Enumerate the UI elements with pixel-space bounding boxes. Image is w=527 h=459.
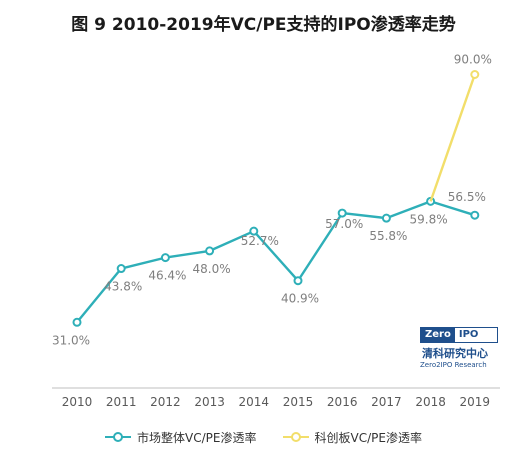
chart-title: 图 9 2010-2019年VC/PE支持的IPO渗透率走势 bbox=[71, 15, 456, 35]
logo-english-name: Zero2IPO Research bbox=[420, 361, 487, 369]
data-point bbox=[249, 226, 259, 236]
data-label: 52.7% bbox=[241, 234, 279, 248]
x-tick-label: 2016 bbox=[327, 395, 358, 409]
data-label: 48.0% bbox=[193, 262, 231, 276]
legend-swatch-star-market bbox=[282, 431, 309, 443]
zero2ipo-logo: Zero IPO 清科研究中心 Zero2IPO Research bbox=[420, 327, 498, 375]
data-label: 46.4% bbox=[148, 269, 186, 283]
legend-item-overall: 市场整体VC/PE渗透率 bbox=[105, 429, 257, 446]
data-point bbox=[72, 317, 82, 327]
x-tick-label: 2010 bbox=[62, 395, 93, 409]
data-label: 59.8% bbox=[410, 212, 448, 226]
data-label: 40.9% bbox=[281, 292, 319, 306]
x-tick-label: 2011 bbox=[106, 395, 137, 409]
logo-word-left: Zero bbox=[421, 328, 455, 342]
data-point bbox=[381, 213, 391, 223]
legend-label-star-market: 科创板VC/PE渗透率 bbox=[314, 430, 422, 445]
legend-label-overall: 市场整体VC/PE渗透率 bbox=[137, 430, 257, 445]
logo-chinese-name: 清科研究中心 bbox=[422, 347, 488, 360]
data-label: 90.0% bbox=[454, 53, 492, 67]
data-label: 31.0% bbox=[52, 333, 90, 347]
data-point bbox=[470, 210, 480, 220]
x-tick-label: 2018 bbox=[415, 395, 446, 409]
series-line-0 bbox=[76, 200, 476, 324]
x-tick-label: 2012 bbox=[150, 395, 181, 409]
data-point bbox=[116, 264, 126, 274]
data-label: 57.0% bbox=[325, 217, 363, 231]
logo-wordmark: Zero IPO bbox=[420, 327, 498, 343]
legend-swatch-overall bbox=[105, 431, 132, 443]
data-point bbox=[160, 253, 170, 263]
x-tick-label: 2015 bbox=[283, 395, 314, 409]
x-tick-label: 2014 bbox=[239, 395, 270, 409]
data-point bbox=[470, 70, 480, 79]
legend: 市场整体VC/PE渗透率 科创板VC/PE渗透率 bbox=[0, 426, 527, 448]
data-label: 55.8% bbox=[369, 229, 407, 243]
logo-word-right: IPO bbox=[458, 329, 479, 340]
x-tick-label: 2013 bbox=[194, 395, 225, 409]
data-point bbox=[337, 208, 347, 218]
series-line-1 bbox=[429, 74, 476, 202]
data-label: 56.5% bbox=[448, 190, 486, 204]
data-point bbox=[293, 276, 303, 286]
data-point bbox=[205, 246, 215, 256]
legend-item-star-market: 科创板VC/PE渗透率 bbox=[282, 429, 422, 446]
x-tick-label: 2017 bbox=[371, 395, 402, 409]
x-tick-label: 2019 bbox=[460, 395, 491, 409]
data-label: 43.8% bbox=[104, 280, 142, 294]
